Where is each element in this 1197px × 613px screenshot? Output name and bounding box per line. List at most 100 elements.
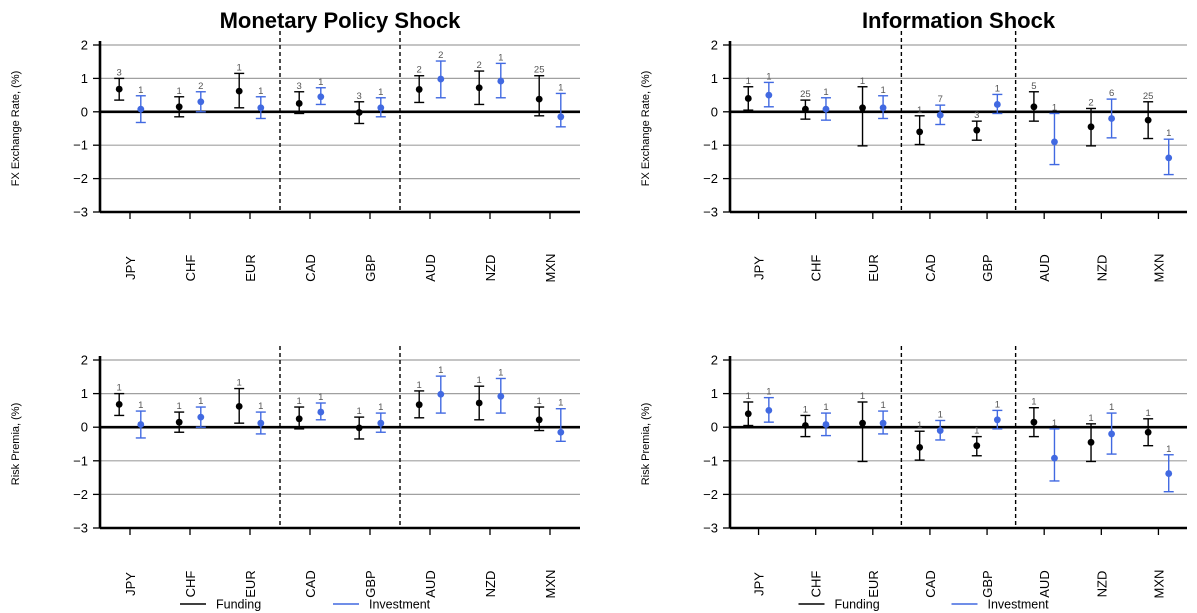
funding-count-label: 1 (357, 406, 362, 417)
y-tick-label: 0 (81, 104, 88, 119)
investment-point (1108, 115, 1115, 122)
funding-point (415, 401, 423, 409)
y-tick-label: 0 (81, 420, 88, 435)
x-tick-label-cad: CAD (923, 570, 938, 597)
investment-point (437, 390, 445, 398)
investment-count-label: 2 (438, 50, 443, 61)
investment-point (1108, 430, 1115, 438)
funding-point (355, 109, 363, 116)
x-tick-label-chf: CHF (809, 255, 824, 282)
x-tick-label-eur: EUR (866, 570, 881, 597)
funding-point (916, 443, 924, 451)
x-tick-label-eur: EUR (866, 254, 881, 281)
funding-count-label: 25 (800, 89, 811, 100)
x-tick-label-mxn: MXN (543, 254, 558, 283)
funding-point (744, 410, 752, 418)
funding-point (859, 104, 866, 112)
investment-point (557, 113, 565, 121)
x-tick-label-aud: AUD (1037, 570, 1052, 597)
funding-point (475, 84, 483, 92)
investment-count-label: 1 (880, 85, 885, 96)
investment-count-label: 1 (138, 85, 143, 96)
investment-point (822, 421, 830, 428)
x-tick-label-nzd: NZD (483, 571, 498, 598)
investment-count-label: 1 (318, 392, 323, 403)
investment-point (137, 105, 145, 113)
y-tick-label: −3 (703, 205, 718, 220)
funding-point (535, 416, 543, 424)
funding-point (1144, 116, 1152, 124)
investment-count-label: 1 (438, 365, 443, 376)
funding-point (1030, 418, 1038, 426)
funding-point (475, 399, 483, 407)
chart-panel-4: −3 −2 −1 0 1 2 JPY CHF EUR CAD GBP AUD NZD MXN Risk Pr… (640, 346, 1187, 598)
y-tick-label: 0 (711, 104, 718, 119)
funding-point (115, 400, 123, 408)
x-tick-label-gbp: GBP (980, 570, 995, 597)
funding-point (1144, 428, 1152, 436)
investment-count-label: 7 (938, 94, 943, 105)
x-tick-label-gbp: GBP (980, 254, 995, 281)
funding-point (916, 128, 924, 136)
x-tick-label-nzd: NZD (1094, 571, 1109, 598)
y-tick-label: 1 (711, 386, 718, 401)
x-tick-label-aud: AUD (423, 254, 438, 281)
funding-point (415, 86, 423, 93)
y-tick-label: 2 (711, 353, 718, 368)
investment-point (257, 104, 265, 112)
funding-point (1087, 123, 1095, 131)
funding-count-label: 2 (1088, 97, 1093, 108)
x-tick-label-mxn: MXN (543, 570, 558, 599)
investment-count-label: 1 (880, 400, 885, 411)
funding-count-label: 3 (974, 110, 979, 121)
legend-1: Funding Investment (180, 598, 431, 612)
investment-count-label: 1 (995, 83, 1000, 94)
investment-count-label: 1 (498, 52, 503, 63)
investment-point (993, 101, 1001, 108)
funding-count-label: 3 (297, 81, 302, 92)
investment-point (377, 104, 385, 112)
funding-count-label: 1 (974, 426, 979, 437)
funding-count-label: 2 (417, 65, 422, 76)
funding-count-label: 2 (477, 60, 482, 71)
investment-count-label: 1 (766, 387, 771, 398)
legend-label-investment: Investment (988, 598, 1050, 612)
y-axis-label: FX Exchange Rate, (%) (640, 71, 652, 187)
x-tick-label-nzd: NZD (1094, 255, 1109, 282)
y-tick-label: 2 (81, 38, 88, 53)
funding-count-label: 1 (917, 420, 922, 431)
investment-point (257, 419, 265, 427)
chart-panel-1: −3 −2 −1 0 1 2 JPY CHF EUR CAD GBP AUD NZD MXN Monetar… (10, 8, 580, 282)
investment-count-label: 1 (938, 409, 943, 420)
funding-point (295, 415, 303, 423)
x-tick-label-jpy: JPY (752, 256, 767, 280)
funding-count-label: 1 (477, 375, 482, 386)
x-tick-label-eur: EUR (243, 570, 258, 597)
investment-count-label: 1 (823, 87, 828, 98)
investment-count-label: 1 (558, 398, 563, 409)
investment-point (879, 104, 887, 112)
x-tick-label-cad: CAD (923, 254, 938, 281)
investment-count-label: 1 (1109, 402, 1114, 413)
y-tick-label: −1 (703, 453, 718, 468)
x-tick-label-mxn: MXN (1151, 254, 1166, 283)
funding-point (1087, 438, 1095, 446)
y-tick-label: −1 (73, 453, 88, 468)
funding-count-label: 1 (746, 391, 751, 402)
funding-point (535, 95, 543, 103)
y-tick-label: −3 (73, 521, 88, 536)
funding-count-label: 1 (803, 404, 808, 415)
funding-point (802, 422, 809, 429)
investment-count-label: 1 (378, 87, 383, 98)
investment-point (377, 419, 385, 427)
funding-count-label: 1 (860, 76, 865, 87)
funding-point (295, 100, 303, 107)
y-tick-label: −2 (703, 487, 718, 502)
y-tick-label: −1 (703, 138, 718, 153)
investment-point (936, 427, 944, 434)
y-tick-label: −3 (73, 205, 88, 220)
x-tick-label-chf: CHF (183, 571, 198, 598)
legend-label-funding: Funding (835, 598, 880, 612)
funding-point (355, 424, 363, 432)
